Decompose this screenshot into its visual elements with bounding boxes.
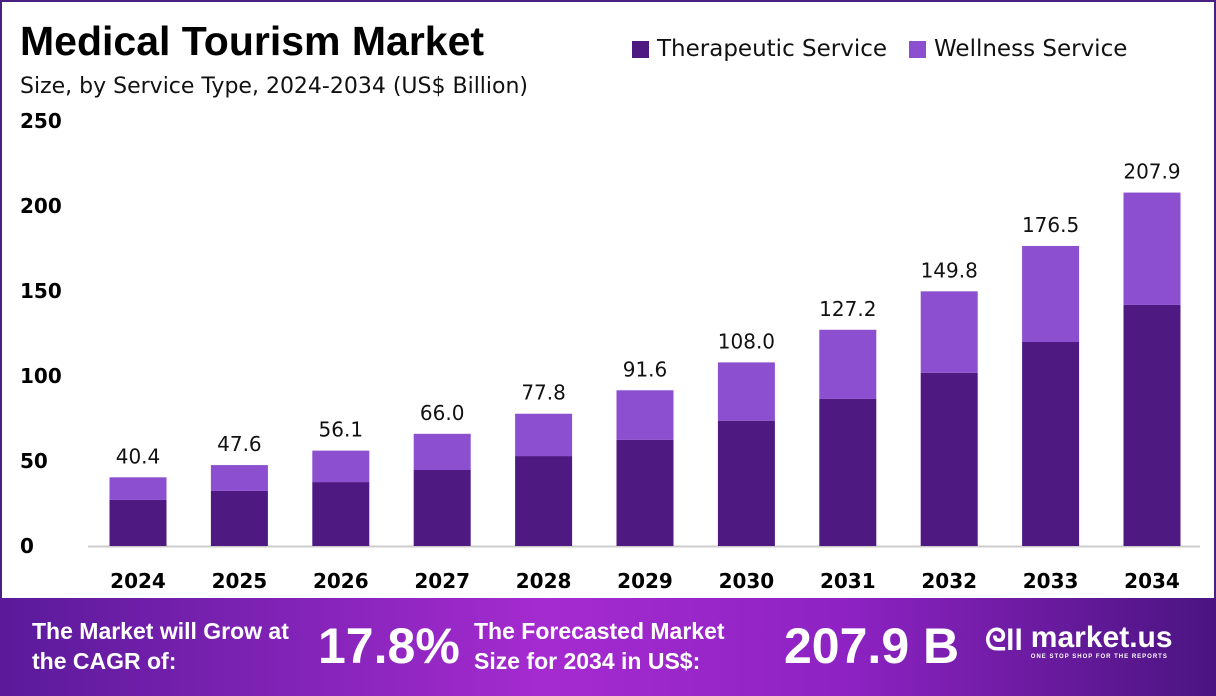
legend-swatch-therapeutic [632, 40, 649, 58]
chart-subtitle: Size, by Service Type, 2024-2034 (US$ Bi… [20, 74, 529, 99]
bar-wellness-2031 [819, 329, 877, 399]
bar-wellness-2026 [312, 450, 370, 483]
bar-wellness-2032 [920, 291, 978, 373]
bar-wellness-2030 [717, 362, 775, 421]
x-tick-label: 2032 [921, 569, 977, 593]
bar-therapeutic-2030 [717, 420, 775, 546]
x-tick-label: 2034 [1124, 569, 1180, 593]
y-tick-label: 150 [20, 279, 62, 303]
legend-item-therapeutic: Therapeutic Service [632, 36, 887, 62]
x-tick-label: 2033 [1023, 569, 1079, 593]
data-label-total: 149.8 [921, 258, 978, 282]
x-tick-label: 2025 [212, 569, 268, 593]
forecast-label: The Forecasted Market Size for 2034 in U… [474, 618, 725, 674]
bar-therapeutic-2025 [210, 490, 268, 546]
data-label-total: 176.5 [1022, 213, 1079, 237]
data-label-total: 108.0 [718, 329, 775, 353]
bar-wellness-2028 [515, 413, 573, 457]
bar-wellness-2027 [413, 433, 471, 471]
market-us-logo: ᘓll market.us ONE STOP SHOP FOR THE REPO… [985, 621, 1173, 661]
bar-therapeutic-2026 [312, 482, 370, 546]
x-tick-label: 2028 [516, 569, 572, 593]
bar-therapeutic-2031 [819, 398, 877, 546]
cagr-label: The Market will Grow at the CAGR of: [32, 618, 289, 674]
logo-mark-icon: ᘓll [985, 624, 1023, 657]
data-label-total: 56.1 [319, 418, 364, 442]
y-tick-label: 50 [20, 449, 48, 473]
data-label-total: 47.6 [217, 432, 262, 456]
bar-wellness-2029 [616, 390, 674, 440]
legend-label-wellness: Wellness Service [934, 36, 1128, 62]
logo-text: market.us [1030, 621, 1173, 654]
footer-banner: The Market will Grow at the CAGR of: 17.… [0, 598, 1216, 696]
bar-therapeutic-2028 [515, 456, 573, 546]
y-tick-label: 200 [20, 194, 62, 218]
chart-title: Medical Tourism Market [20, 18, 485, 64]
bar-therapeutic-2029 [616, 439, 674, 546]
legend-label-therapeutic: Therapeutic Service [657, 36, 888, 62]
x-tick-label: 2029 [617, 569, 673, 593]
x-tick-label: 2031 [820, 569, 876, 593]
y-tick-label: 250 [20, 109, 62, 133]
bar-wellness-2024 [109, 477, 167, 500]
forecast-value: 207.9 B [784, 618, 960, 674]
bar-wellness-2025 [210, 465, 268, 491]
x-tick-label: 2027 [414, 569, 470, 593]
x-tick-label: 2024 [110, 569, 166, 593]
data-label-total: 91.6 [623, 357, 668, 381]
legend-swatch-wellness [909, 40, 927, 58]
cagr-value: 17.8% [318, 618, 460, 674]
data-label-total: 127.2 [819, 297, 876, 321]
legend-item-wellness: Wellness Service [909, 36, 1127, 62]
bar-therapeutic-2027 [413, 470, 471, 546]
bar-wellness-2034 [1123, 192, 1181, 305]
data-label-total: 66.0 [420, 401, 465, 425]
y-tick-label: 100 [20, 364, 62, 388]
bar-therapeutic-2024 [109, 499, 167, 546]
bar-therapeutic-2034 [1123, 304, 1181, 546]
bar-wellness-2033 [1022, 245, 1080, 342]
x-tick-label: 2030 [719, 569, 775, 593]
logo-tagline: ONE STOP SHOP FOR THE REPORTS [1030, 654, 1168, 660]
chart-frame [0, 0, 1216, 602]
x-tick-label: 2026 [313, 569, 369, 593]
data-label-total: 207.9 [1123, 160, 1180, 184]
bar-therapeutic-2033 [1022, 342, 1080, 546]
bar-therapeutic-2032 [920, 372, 978, 546]
legend: Therapeutic Service Wellness Service [632, 36, 1127, 62]
y-tick-label: 0 [20, 534, 34, 558]
data-label-total: 40.4 [116, 444, 161, 468]
data-label-total: 77.8 [521, 381, 566, 405]
plot-area: 0 50 100 150 200 250 40.4 2024 47.6 2025 56.1 2026 6… [20, 109, 1200, 593]
